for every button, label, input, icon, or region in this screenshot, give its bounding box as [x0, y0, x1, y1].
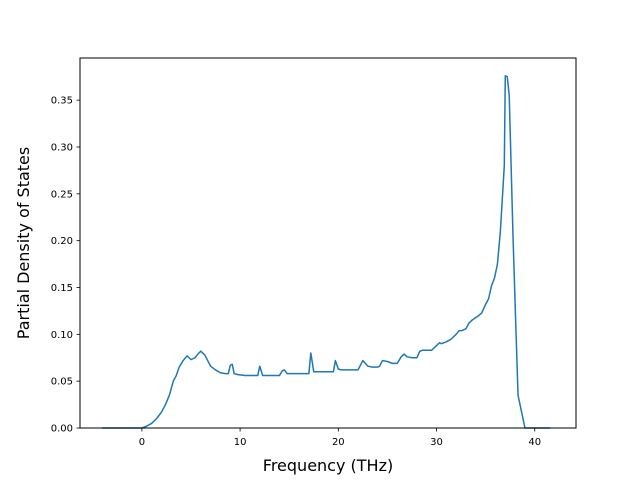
tick-layer: 0 10 20 30 40 0.00 0.05 0.10 0.15 0.20 0.25 0.30 0.3… — [51, 96, 541, 448]
axes-frame — [79, 57, 577, 429]
y-tick-label: 0.15 — [51, 283, 73, 294]
x-tick-label: 30 — [430, 437, 443, 448]
x-tick-label: 40 — [528, 437, 541, 448]
x-tick-label: 10 — [234, 437, 247, 448]
y-tick-label: 0.25 — [51, 189, 73, 200]
x-tick-label: 20 — [332, 437, 345, 448]
plot-area — [101, 75, 551, 429]
y-tick-label: 0.20 — [51, 236, 73, 247]
y-tick-label: 0.10 — [51, 330, 73, 341]
x-axis-label: Frequency (THz) — [263, 456, 393, 475]
y-tick-label: 0.05 — [51, 377, 73, 388]
y-tick-label: 0.30 — [51, 142, 73, 153]
y-axis-label: Partial Density of States — [14, 147, 33, 339]
series-line-0 — [101, 75, 551, 429]
y-tick-label: 0.35 — [51, 96, 73, 107]
x-tick-label: 0 — [139, 437, 145, 448]
y-tick-label: 0.00 — [51, 424, 73, 435]
